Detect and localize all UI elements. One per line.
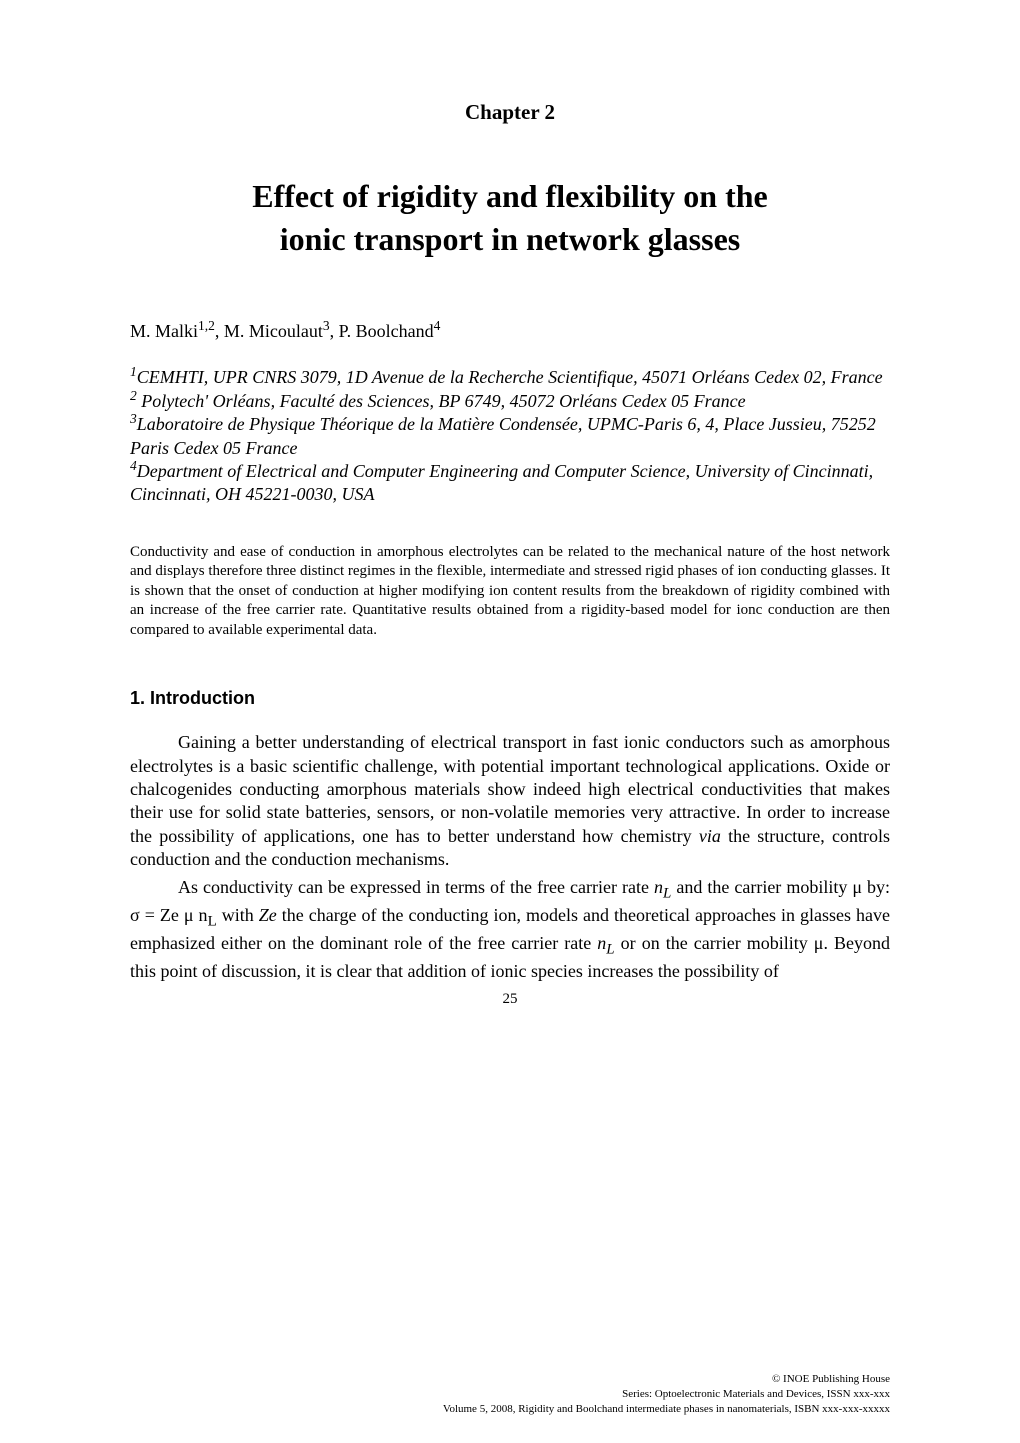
body-paragraph-1: Gaining a better understanding of electr… xyxy=(130,731,890,871)
page-number: 25 xyxy=(130,991,890,1008)
abstract-paragraph: Conductivity and ease of conduction in a… xyxy=(130,543,890,641)
body-paragraph-2: As conductivity can be expressed in term… xyxy=(130,876,890,984)
affiliation-4: 4Department of Electrical and Computer E… xyxy=(130,460,890,507)
title-line-2: ionic transport in network glasses xyxy=(280,221,740,257)
title-line-1: Effect of rigidity and flexibility on th… xyxy=(252,178,768,214)
page-footer: © INOE Publishing House Series: Optoelec… xyxy=(130,1372,890,1417)
footer-publisher: © INOE Publishing House xyxy=(130,1372,890,1387)
footer-series: Series: Optoelectronic Materials and Dev… xyxy=(130,1387,890,1402)
footer-volume: Volume 5, 2008, Rigidity and Boolchand i… xyxy=(130,1402,890,1417)
chapter-label: Chapter 2 xyxy=(130,100,890,125)
section-heading-introduction: 1. Introduction xyxy=(130,688,890,709)
affiliations-block: 1CEMHTI, UPR CNRS 3079, 1D Avenue de la … xyxy=(130,366,890,506)
page-title: Effect of rigidity and flexibility on th… xyxy=(130,175,890,261)
affiliation-1: 1CEMHTI, UPR CNRS 3079, 1D Avenue de la … xyxy=(130,366,890,389)
affiliation-2: 2 Polytech' Orléans, Faculté des Science… xyxy=(130,390,890,413)
authors-line: M. Malki1,2, M. Micoulaut3, P. Boolchand… xyxy=(130,321,890,342)
affiliation-3: 3Laboratoire de Physique Théorique de la… xyxy=(130,413,890,460)
